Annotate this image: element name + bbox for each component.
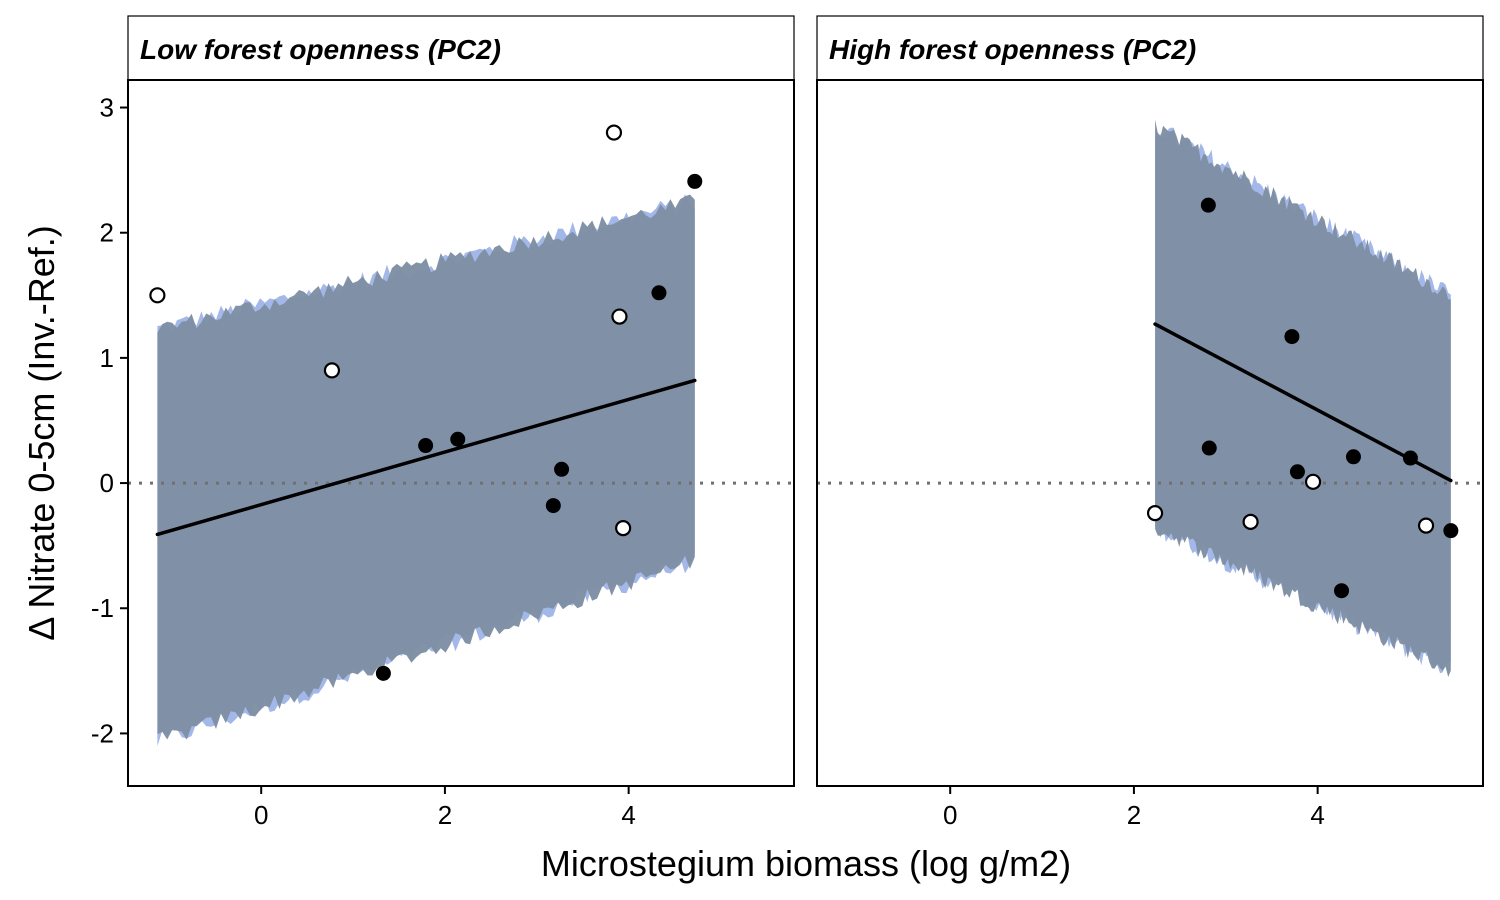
panel-border: [816, 79, 1484, 787]
data-point-filled: [375, 665, 391, 681]
regression-line: [155, 378, 697, 537]
data-point-filled: [554, 461, 570, 477]
x-tick-label: 0: [254, 800, 268, 830]
data-point-open: [323, 362, 341, 379]
data-point-filled: [1284, 329, 1300, 345]
x-tick-label: 4: [1310, 800, 1324, 830]
data-point-open: [605, 124, 623, 141]
x-axis-title: Microstegium biomass (log g/m2): [541, 843, 1071, 884]
y-tick-label: 2: [100, 218, 114, 248]
x-tick-label: 4: [621, 800, 635, 830]
y-tick-label: -1: [91, 593, 114, 623]
data-point-filled: [1289, 464, 1305, 480]
data-point-filled: [1200, 197, 1216, 213]
data-point-open: [1417, 517, 1435, 534]
data-point-filled: [687, 173, 703, 189]
data-point-filled: [1443, 523, 1459, 539]
data-point-open: [149, 287, 166, 304]
panel-2: High forest openness (PC2) 0 2 4: [816, 15, 1484, 830]
regression-line: [1153, 322, 1453, 483]
data-point-filled: [1334, 583, 1350, 599]
data-point-open: [1242, 513, 1259, 530]
data-point-filled: [1345, 449, 1361, 465]
x-tick-label: 2: [438, 800, 452, 830]
data-point-filled: [651, 285, 667, 301]
panel-title: High forest openness (PC2): [829, 34, 1196, 65]
x-tick-label: 2: [1127, 800, 1141, 830]
data-point-open: [1146, 505, 1164, 522]
data-point-filled: [1402, 450, 1418, 466]
panel-border: [127, 79, 795, 787]
data-point-open: [611, 308, 628, 325]
y-tick-label: -2: [91, 718, 114, 748]
x-tick-label: 0: [943, 800, 957, 830]
data-point-open: [615, 520, 632, 537]
plot-area: [817, 119, 1483, 678]
shared-axes-group: Microstegium biomass (log g/m2) Δ Nitrat…: [21, 225, 1071, 884]
panel-1: Low forest openness (PC2) 0 2 4 -2 -1 0 1 2 3: [91, 15, 795, 830]
data-point-filled: [545, 498, 561, 514]
data-point-filled: [450, 431, 466, 447]
panel-title: Low forest openness (PC2): [140, 34, 501, 65]
y-tick-label: 3: [100, 93, 114, 123]
plot-area: [128, 124, 794, 747]
y-tick-label: 0: [100, 468, 114, 498]
y-tick-label: 1: [100, 343, 114, 373]
panel-strip: [127, 15, 795, 81]
data-point-filled: [1201, 440, 1217, 456]
data-point-open: [1304, 473, 1322, 490]
y-axis-title: Δ Nitrate 0-5cm (Inv.-Ref.): [21, 225, 62, 640]
data-point-filled: [418, 438, 434, 454]
credible-band-grey: [157, 194, 695, 740]
panels-group: Low forest openness (PC2) 0 2 4 -2 -1 0 1 2 3 High…: [91, 15, 1484, 830]
credible-band-grey: [1155, 119, 1451, 678]
